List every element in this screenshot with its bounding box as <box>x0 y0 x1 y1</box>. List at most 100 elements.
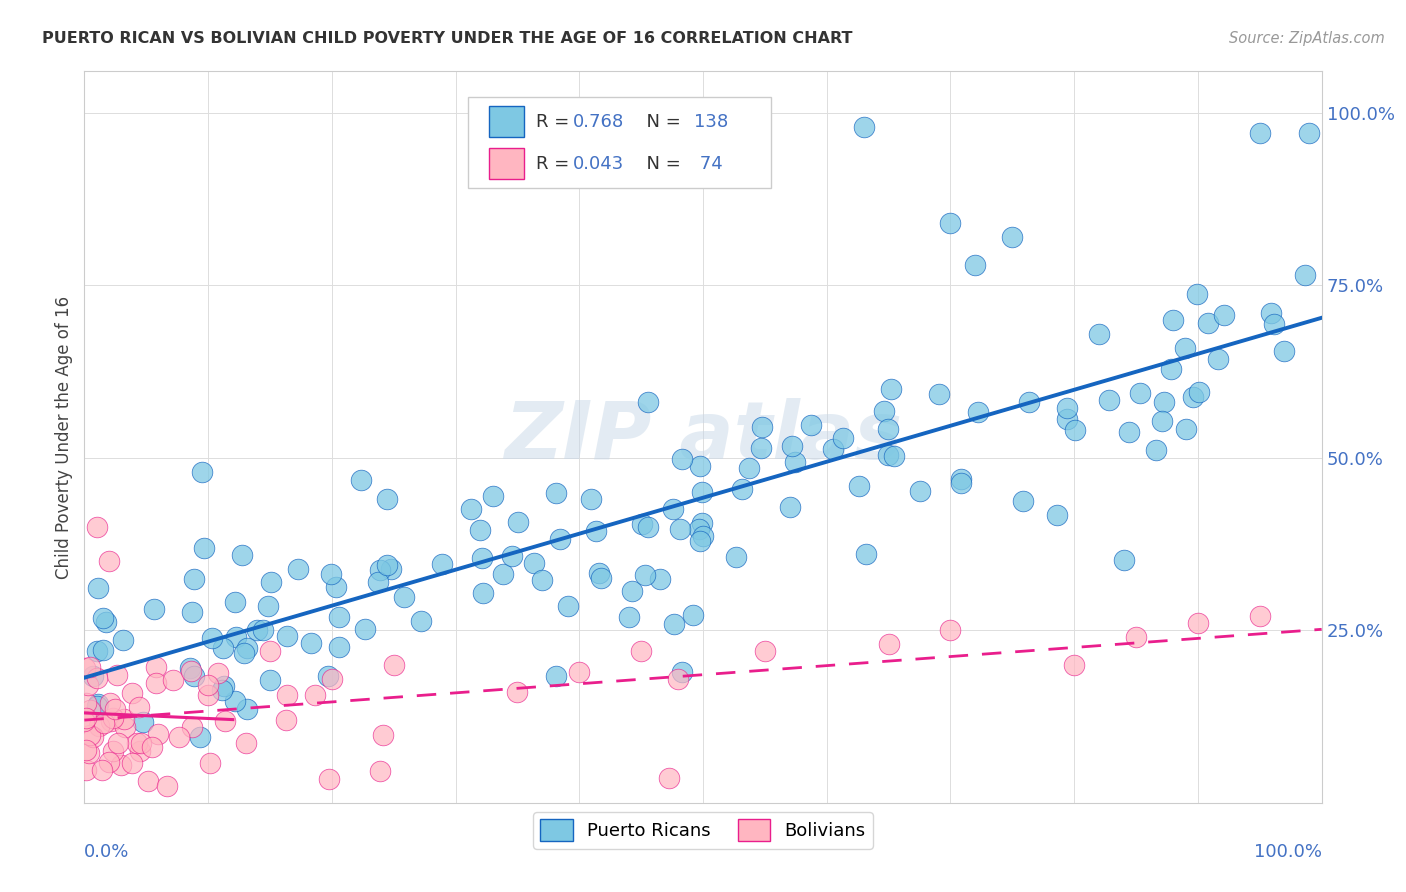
Bar <box>489 148 523 179</box>
Point <box>276 688 298 702</box>
Point <box>105 668 128 682</box>
Point <box>949 475 972 490</box>
Point <box>73 714 96 728</box>
Point <box>183 572 205 586</box>
Point <box>637 395 659 409</box>
FancyBboxPatch shape <box>468 97 770 188</box>
Point <box>259 644 281 658</box>
Point <box>371 728 394 742</box>
Point <box>876 422 898 436</box>
Point <box>1187 616 1209 631</box>
Point <box>370 764 392 778</box>
Point <box>823 442 845 456</box>
Point <box>125 736 148 750</box>
Point <box>1112 553 1135 567</box>
Point <box>110 758 132 772</box>
Text: Source: ZipAtlas.com: Source: ZipAtlas.com <box>1229 31 1385 46</box>
Point <box>191 465 214 479</box>
Point <box>354 622 377 636</box>
Point <box>530 573 553 587</box>
Point <box>212 679 235 693</box>
Point <box>682 608 704 623</box>
Point <box>620 584 643 599</box>
Point <box>73 661 96 675</box>
Point <box>877 637 900 651</box>
Point <box>1188 384 1211 399</box>
Point <box>180 665 202 679</box>
Point <box>328 640 350 654</box>
Point <box>114 720 136 734</box>
Point <box>169 730 191 744</box>
Point <box>211 682 233 697</box>
Point <box>197 678 219 692</box>
Point <box>214 714 236 729</box>
Point <box>98 554 121 568</box>
Point <box>751 419 773 434</box>
Point <box>630 644 652 658</box>
Point <box>304 688 326 702</box>
Point <box>544 669 567 683</box>
Point <box>779 500 801 515</box>
Point <box>328 609 350 624</box>
Point <box>181 720 204 734</box>
Point <box>380 561 402 575</box>
Point <box>142 602 165 616</box>
Point <box>75 743 97 757</box>
Point <box>692 529 714 543</box>
Point <box>585 524 607 539</box>
Point <box>690 516 713 531</box>
Point <box>1213 308 1236 322</box>
Point <box>103 744 125 758</box>
Point <box>544 486 567 500</box>
Text: N =: N = <box>636 112 686 130</box>
Point <box>1045 508 1067 522</box>
Point <box>91 611 114 625</box>
Point <box>212 641 235 656</box>
Point <box>1161 312 1184 326</box>
Point <box>1260 305 1282 319</box>
Point <box>231 548 253 562</box>
Point <box>481 489 503 503</box>
Point <box>236 640 259 655</box>
Point <box>1175 422 1198 436</box>
Text: N =: N = <box>636 154 686 173</box>
Point <box>260 575 283 590</box>
Point <box>928 386 950 401</box>
Point <box>631 516 654 531</box>
Point <box>662 502 685 516</box>
Point <box>411 614 433 628</box>
Point <box>392 590 415 604</box>
Point <box>939 216 962 230</box>
Point <box>852 120 875 134</box>
Point <box>568 665 591 679</box>
Point <box>492 566 515 581</box>
Point <box>112 712 135 726</box>
Point <box>350 473 373 487</box>
Point <box>749 441 772 455</box>
Point <box>658 771 681 785</box>
Point <box>129 744 152 758</box>
Point <box>236 702 259 716</box>
Text: 0.043: 0.043 <box>574 154 624 173</box>
Point <box>1125 630 1147 644</box>
Point <box>1185 287 1208 301</box>
Point <box>316 669 339 683</box>
Point <box>259 673 281 688</box>
Point <box>287 562 309 576</box>
Point <box>724 550 747 565</box>
Point <box>207 665 229 680</box>
Point <box>93 715 115 730</box>
Point <box>876 448 898 462</box>
Y-axis label: Child Poverty Under the Age of 16: Child Poverty Under the Age of 16 <box>55 295 73 579</box>
Point <box>581 492 603 507</box>
Point <box>780 439 803 453</box>
Point <box>689 458 711 473</box>
Point <box>548 533 571 547</box>
Point <box>1012 494 1035 508</box>
Point <box>1249 609 1271 624</box>
Point <box>1063 423 1085 437</box>
Point <box>75 696 97 710</box>
Point <box>82 669 104 683</box>
Point <box>666 672 689 686</box>
Point <box>87 697 110 711</box>
